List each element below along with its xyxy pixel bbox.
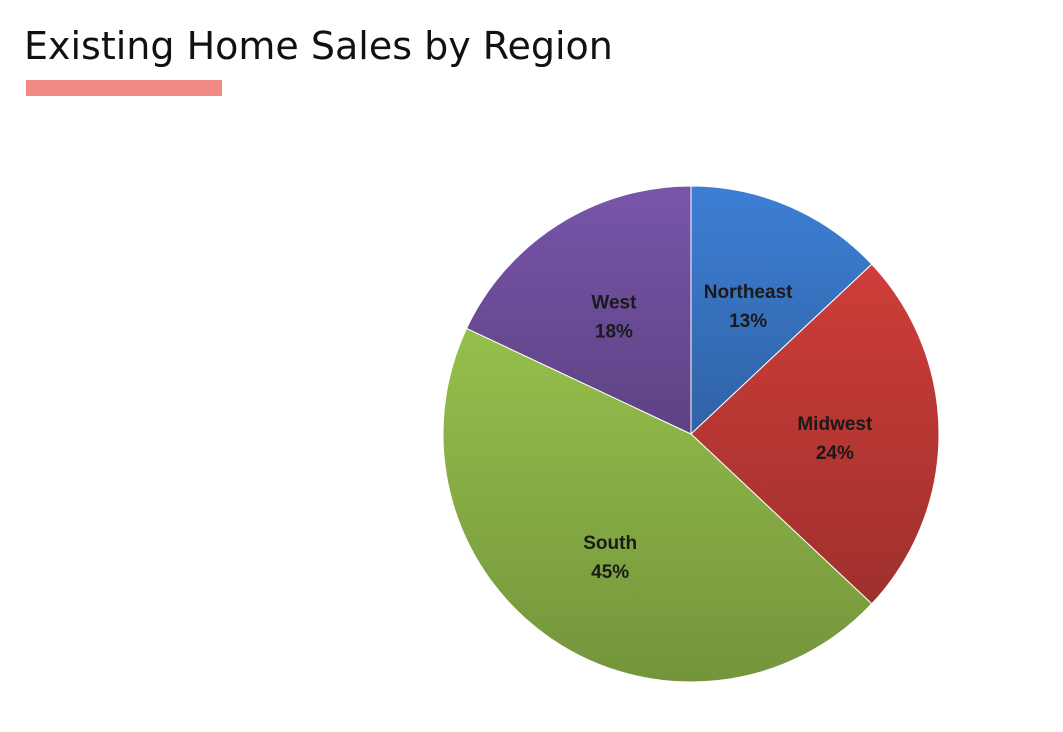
pie-label-value: 18% bbox=[595, 322, 633, 343]
pie-slice-midwest bbox=[690, 263, 940, 605]
pie-slices bbox=[442, 185, 940, 683]
pie-label-value: 13% bbox=[729, 311, 767, 332]
pie-label-northeast: Northeast 13% bbox=[704, 282, 793, 332]
pie-label-name: Midwest bbox=[797, 414, 873, 435]
pie-label-value: 45% bbox=[591, 562, 629, 583]
pie-slice-northeast bbox=[690, 185, 873, 436]
pie-label-value: 24% bbox=[816, 443, 854, 464]
pie-label-name: South bbox=[583, 533, 637, 554]
pie-label-name: Northeast bbox=[704, 282, 793, 303]
title-accent-bar bbox=[26, 80, 222, 96]
pie-label-name: West bbox=[591, 293, 637, 314]
pie-label-west: West 18% bbox=[591, 293, 637, 343]
slide-title: Existing Home Sales by Region bbox=[24, 24, 613, 68]
pie-labels: Northeast 13% Midwest 24% South 45% West 18% bbox=[583, 282, 873, 583]
pie-slice-south bbox=[442, 327, 873, 683]
pie-label-midwest: Midwest 24% bbox=[797, 414, 873, 464]
pie-label-south: South 45% bbox=[583, 533, 637, 583]
pie-slice-west bbox=[465, 185, 692, 435]
